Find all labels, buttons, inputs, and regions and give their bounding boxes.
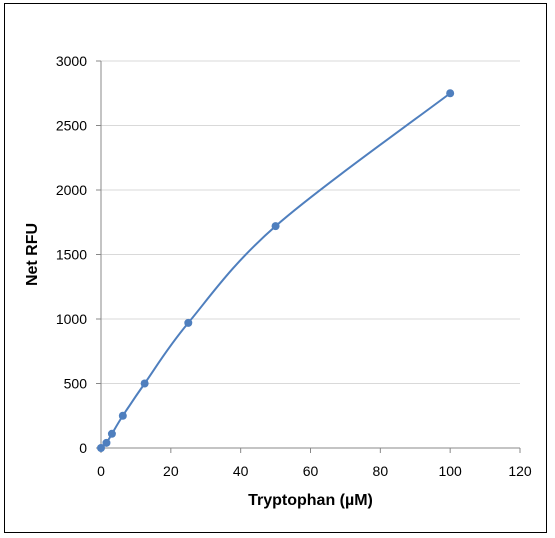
data-point	[118, 411, 127, 420]
y-tick-label: 2000	[56, 182, 87, 198]
y-tick-label: 3000	[56, 53, 87, 69]
y-tick-label: 2500	[56, 118, 87, 134]
data-point	[97, 444, 105, 452]
series-line	[100, 92, 451, 449]
tick-labels: 0 500 1000 1500 2000 2500 3000 0 20 40 60 80 100 120	[56, 53, 532, 479]
data-point	[102, 438, 111, 447]
x-tick-label: 120	[508, 463, 532, 479]
x-tick-label: 60	[303, 463, 319, 479]
data-point	[107, 429, 116, 438]
data-point	[446, 89, 455, 98]
x-tick-label: 20	[163, 463, 179, 479]
x-axis-title: Tryptophan (µM)	[248, 492, 373, 509]
data-point	[271, 222, 280, 231]
x-tick-label: 0	[97, 463, 105, 479]
x-tick-label: 80	[373, 463, 389, 479]
y-tick-label: 1000	[56, 311, 87, 327]
chart-frame	[4, 3, 547, 533]
gridlines	[101, 60, 520, 384]
y-tick-label: 1500	[56, 247, 87, 263]
axes	[96, 60, 521, 453]
y-tick-label: 500	[64, 376, 88, 392]
series-line-layer	[100, 92, 451, 449]
y-axis-title: Net RFU	[24, 223, 41, 286]
y-tick-label: 0	[79, 440, 87, 456]
series-markers	[97, 89, 455, 452]
x-tick-label: 40	[233, 463, 249, 479]
data-point	[140, 379, 149, 388]
data-point	[184, 318, 193, 327]
x-tick-label: 100	[438, 463, 462, 479]
